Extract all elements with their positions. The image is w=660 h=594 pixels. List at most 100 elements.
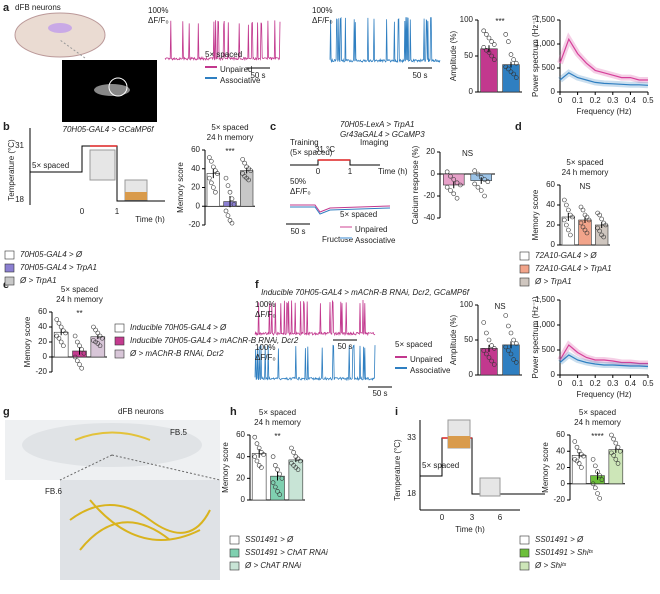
significance: NS (462, 149, 473, 158)
legend-swatch (114, 336, 125, 346)
legend-swatch (114, 323, 125, 333)
dot (574, 444, 580, 450)
dot (472, 168, 477, 173)
panel-label: c (270, 121, 276, 133)
y-axis-label: Memory score (541, 442, 550, 493)
dot (295, 467, 301, 472)
legend-label: Associative (410, 366, 451, 375)
dfb-region (48, 23, 72, 33)
annotation: Time (h) (378, 167, 408, 176)
annotation: 50 s (372, 389, 387, 398)
dot (209, 180, 214, 186)
dot (599, 477, 605, 482)
x-tick-label: 0.1 (572, 379, 584, 388)
dot (484, 32, 489, 37)
dot (229, 220, 235, 226)
annotation: 5× spaced (422, 461, 459, 470)
dot (458, 182, 463, 188)
y-tick-label: 40 (191, 164, 200, 173)
annotation: FB.6 (45, 487, 62, 496)
y-tick-label: 0 (469, 370, 474, 379)
legend-swatch (114, 349, 125, 359)
annotation: 5× spaced (395, 340, 432, 349)
annotation: dFB neurons (118, 407, 164, 416)
x-axis-label: Frequency (Hz) (576, 390, 631, 399)
chart-subtitle: 24 h memory (562, 168, 609, 177)
legend-swatch (519, 561, 530, 571)
dot (595, 491, 600, 496)
dot (584, 230, 590, 236)
annotation: ΔF/F₀ (290, 187, 311, 196)
legend-swatch (229, 548, 240, 558)
bar (53, 331, 69, 358)
legend-swatch (205, 66, 217, 68)
annotation: 70H05-GAL4 > GCaMP6f (63, 125, 155, 134)
y-tick-label: 0 (551, 87, 556, 96)
y-tick-label: 20 (191, 183, 200, 192)
dot (448, 173, 453, 179)
x-tick-label: 0.1 (572, 96, 584, 105)
vial (89, 149, 116, 181)
dot (213, 189, 218, 195)
dot (506, 348, 511, 353)
annotation: 1 (348, 167, 353, 176)
dot (58, 339, 64, 345)
dot (570, 214, 575, 220)
dot (508, 52, 514, 57)
legend-swatch (519, 264, 530, 274)
legend-swatch (519, 277, 530, 287)
dot (270, 454, 276, 459)
legend-label: Associative (220, 76, 261, 85)
legend-label: Inducible 70H05-GAL4 > Ø (130, 323, 227, 332)
panel-label: h (230, 406, 237, 418)
dot (489, 358, 494, 364)
dot (277, 492, 283, 497)
dot (289, 445, 294, 451)
trace (290, 206, 391, 215)
y-axis-label: Power spectrum (Hz⁻¹) (531, 296, 540, 378)
trace (290, 204, 391, 213)
panel-label: b (3, 121, 10, 133)
annotation: ΔF/F₀ (148, 16, 169, 25)
chart-subtitle: 24 h memory (56, 295, 103, 304)
dot (491, 362, 497, 367)
annotation: ΔF/F₀ (255, 310, 276, 319)
dot (580, 207, 586, 213)
annotation: ΔF/F₀ (312, 16, 333, 25)
y-axis-label: Memory score (221, 442, 230, 493)
y-tick-label: -20 (35, 367, 47, 376)
dot (454, 180, 460, 186)
legend-label: SS01491 > ChAT RNAi (245, 548, 328, 557)
dot (261, 452, 266, 457)
dot (572, 439, 578, 444)
y-tick-label: -20 (423, 191, 435, 200)
dot (213, 168, 218, 173)
dot (592, 463, 598, 469)
dot (508, 330, 514, 336)
annotation: 18 (407, 489, 416, 498)
annotation: 100% (148, 6, 168, 15)
dot (590, 457, 596, 462)
dot (72, 333, 78, 339)
dot (489, 39, 494, 44)
dot (611, 453, 616, 458)
annotation: FB.5 (170, 428, 187, 437)
dot (75, 358, 80, 364)
callout (59, 454, 113, 481)
y-tick-label: 60 (191, 145, 200, 154)
dot (448, 188, 453, 193)
dot (227, 189, 233, 195)
dot (79, 365, 84, 371)
y-tick-label: 20 (38, 337, 47, 346)
dot (595, 469, 600, 474)
dot (481, 320, 487, 325)
y-tick-label: 20 (546, 220, 555, 229)
legend-swatch (229, 535, 240, 545)
y-tick-label: -20 (553, 495, 565, 504)
dot (246, 177, 251, 183)
dot (231, 202, 237, 207)
dot (254, 441, 260, 446)
dot (99, 335, 105, 341)
